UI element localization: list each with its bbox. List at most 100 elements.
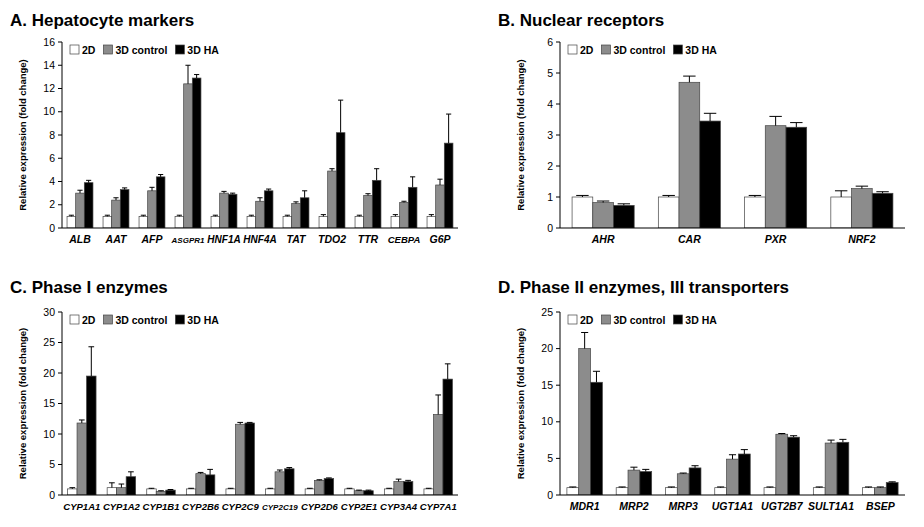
- error-bar: [662, 195, 674, 197]
- error-stem: [796, 123, 797, 128]
- legend-swatch: [568, 45, 577, 54]
- bar: [679, 82, 700, 228]
- legend-label: 3D control: [115, 314, 167, 326]
- error-stem: [596, 371, 597, 382]
- error-bar: [194, 75, 199, 78]
- bar: [427, 216, 436, 228]
- y-tick-label: 16: [43, 36, 55, 48]
- y-tick-label: 3: [547, 129, 553, 141]
- legend-label: 2D: [580, 44, 594, 56]
- bar: [727, 459, 739, 495]
- error-bar: [410, 177, 415, 187]
- legend-swatch: [601, 45, 610, 54]
- bar: [196, 474, 206, 495]
- bar: [677, 474, 689, 495]
- bar: [247, 216, 256, 228]
- error-bar: [405, 480, 411, 481]
- error-stem: [775, 116, 776, 125]
- error-bar: [680, 473, 687, 475]
- y-axis: [560, 312, 561, 495]
- error-bar: [691, 466, 698, 468]
- legend-label: 3D HA: [685, 314, 717, 326]
- legend-swatch: [70, 315, 79, 324]
- y-tick: [58, 65, 62, 66]
- error-bar: [856, 186, 868, 188]
- y-tick-label: 20: [541, 342, 553, 354]
- error-bar: [158, 175, 163, 177]
- y-tick: [556, 166, 560, 167]
- bar: [355, 216, 364, 228]
- bar: [283, 216, 292, 228]
- bar: [591, 382, 603, 495]
- error-bar: [366, 490, 372, 492]
- bar: [76, 193, 85, 228]
- legend-swatch: [103, 45, 112, 54]
- error-bar: [77, 190, 82, 193]
- error-cap: [365, 193, 370, 194]
- bar: [886, 483, 898, 495]
- bar: [192, 78, 201, 228]
- error-bar: [230, 193, 235, 194]
- y-tick-label: 6: [547, 36, 553, 48]
- bar: [444, 143, 453, 228]
- x-tick-label: CYP2E1: [341, 501, 377, 512]
- error-cap: [207, 469, 213, 470]
- bar: [424, 489, 434, 495]
- legend: 2D3D control3D HA: [568, 314, 717, 326]
- bar: [166, 490, 176, 495]
- bar: [372, 180, 381, 228]
- y-tick-label: 15: [541, 379, 553, 391]
- bar: [738, 454, 750, 495]
- bar: [764, 488, 776, 495]
- bar: [364, 195, 373, 228]
- bar: [400, 202, 409, 228]
- error-stem: [210, 469, 211, 474]
- error-cap: [109, 482, 115, 483]
- y-tick-label: 12: [43, 82, 55, 94]
- error-bar: [704, 113, 716, 121]
- error-cap: [247, 422, 253, 423]
- error-stem: [744, 450, 745, 454]
- error-cap: [662, 195, 674, 196]
- bar: [156, 491, 166, 495]
- error-cap: [835, 190, 847, 191]
- y-axis: [62, 42, 63, 228]
- error-cap: [437, 179, 442, 180]
- y-tick-label: 6: [49, 152, 55, 164]
- error-cap: [317, 479, 323, 480]
- bar: [107, 488, 117, 495]
- error-stem: [584, 332, 585, 348]
- error-bar: [630, 467, 637, 470]
- panel-title: D. Phase II enzymes, III transporters: [498, 278, 789, 297]
- bar: [745, 197, 766, 228]
- error-bar: [347, 488, 353, 490]
- error-cap: [198, 472, 204, 473]
- error-bar: [889, 481, 896, 483]
- error-cap: [839, 439, 846, 440]
- bar: [715, 488, 727, 495]
- x-tick-label: UGT2B7: [761, 500, 804, 512]
- error-cap: [766, 486, 773, 487]
- error-stem: [188, 65, 189, 84]
- bar: [391, 216, 400, 228]
- bar: [184, 84, 193, 228]
- error-bar: [396, 479, 402, 481]
- bar: [593, 203, 614, 228]
- error-cap: [729, 454, 736, 455]
- y-tick-label: 2: [49, 198, 55, 210]
- error-cap: [77, 190, 82, 191]
- error-bar: [749, 195, 761, 197]
- y-tick: [58, 342, 62, 343]
- y-axis-label: Relative expression (fold change): [17, 328, 28, 480]
- y-tick: [58, 204, 62, 205]
- y-tick-label: 5: [49, 458, 55, 470]
- error-bar: [668, 486, 675, 488]
- error-bar: [247, 422, 253, 424]
- legend-label: 3D control: [115, 44, 167, 56]
- bar: [117, 488, 127, 495]
- error-bar: [207, 469, 213, 474]
- legend: 2D3D control3D HA: [70, 44, 219, 56]
- bar: [315, 480, 325, 495]
- error-cap: [249, 215, 254, 216]
- x-tick-label: CYP1A2: [103, 501, 141, 512]
